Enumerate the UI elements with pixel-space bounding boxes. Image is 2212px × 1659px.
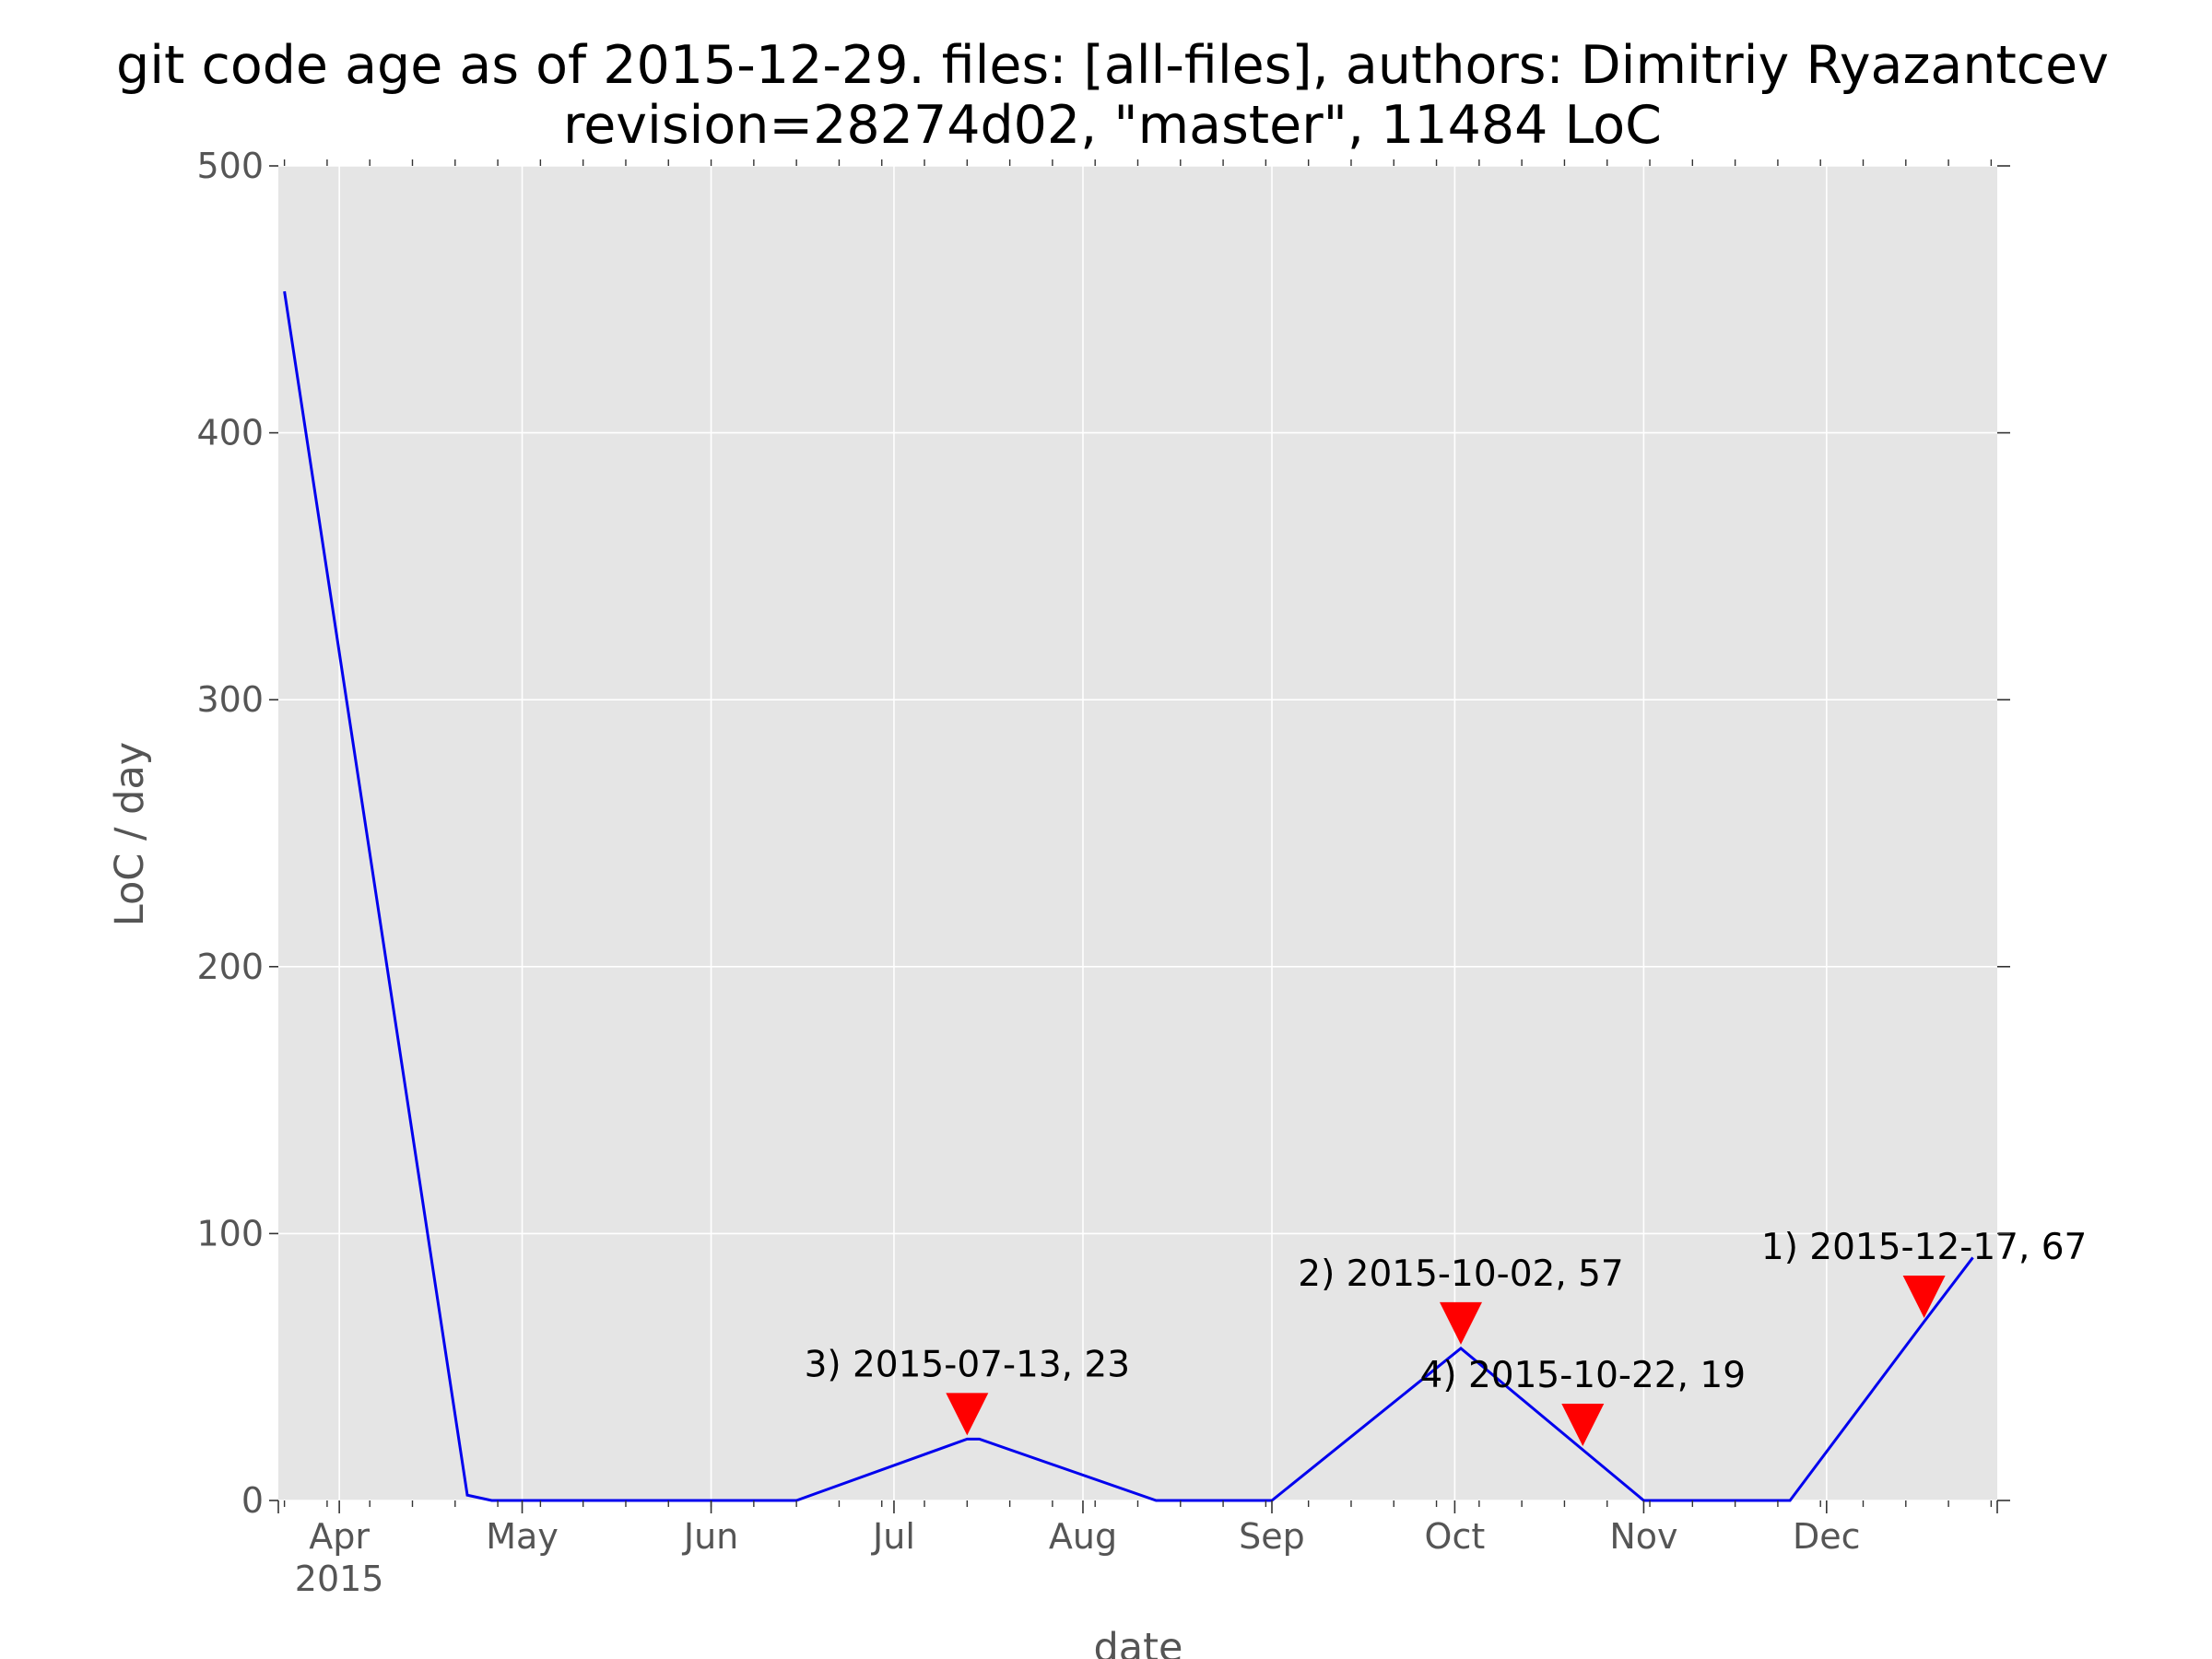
- peak-annotation: 1) 2015-12-17, 67: [1761, 1227, 2088, 1268]
- y-tick-label: 200: [196, 947, 264, 987]
- grid: [278, 165, 1997, 1501]
- x-axis-label: date: [1094, 1625, 1183, 1659]
- x-tick-sublabel: 2015: [295, 1559, 384, 1599]
- x-tick-label: Jun: [682, 1516, 738, 1557]
- y-tick-label: 300: [196, 679, 264, 720]
- peak-marker: [1902, 1275, 1946, 1318]
- x-tick-label: Aug: [1049, 1516, 1117, 1557]
- plot-area: [278, 166, 1997, 1500]
- x-tick-label: Sep: [1239, 1516, 1305, 1557]
- x-tick-label: Jul: [871, 1516, 915, 1557]
- peak-annotation: 3) 2015-07-13, 23: [805, 1344, 1131, 1385]
- x-tick-label: Dec: [1793, 1516, 1861, 1557]
- peak-marker: [1561, 1403, 1605, 1446]
- x-tick-label: Oct: [1425, 1516, 1486, 1557]
- annotation-layer: 1) 2015-12-17, 67 2) 2015-10-02, 57 3) 201…: [805, 1227, 2088, 1396]
- x-tick-label: May: [486, 1516, 559, 1557]
- chart-title-line2: revision=28274d02, "master", 11484 LoC: [563, 95, 1662, 156]
- y-axis-label: LoC / day: [107, 742, 153, 926]
- peak-annotation: 4) 2015-10-22, 19: [1420, 1355, 1747, 1396]
- y-tick-label: 0: [241, 1480, 264, 1521]
- peak-marker: [946, 1393, 989, 1436]
- x-tick-label: Apr: [309, 1516, 370, 1557]
- x-tick-label: Nov: [1609, 1516, 1677, 1557]
- marker-layer: [946, 1275, 1946, 1446]
- y-tick-label: 400: [196, 413, 264, 453]
- series-layer: [283, 290, 1974, 1502]
- peak-marker: [1440, 1301, 1483, 1345]
- chart-title-line1: git code age as of 2015-12-29. files: [a…: [116, 35, 2109, 96]
- peak-annotation: 2) 2015-10-02, 57: [1298, 1253, 1624, 1295]
- y-tick-label: 100: [196, 1213, 264, 1253]
- y-tick-label: 500: [196, 146, 264, 186]
- series-line: [283, 290, 1974, 1502]
